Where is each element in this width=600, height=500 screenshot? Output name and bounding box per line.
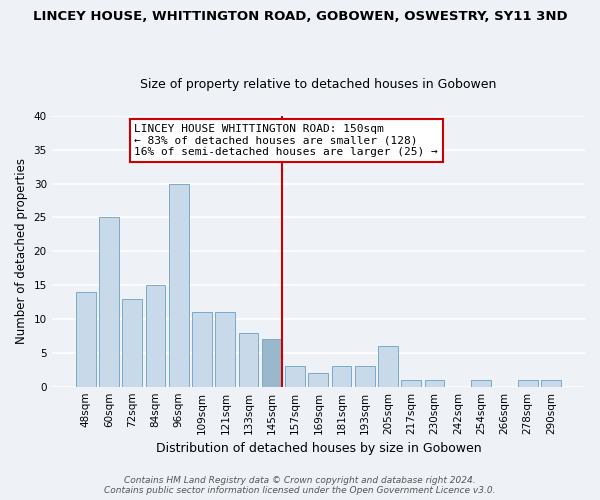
- Bar: [378, 346, 398, 387]
- Text: LINCEY HOUSE WHITTINGTON ROAD: 150sqm
← 83% of detached houses are smaller (128): LINCEY HOUSE WHITTINGTON ROAD: 150sqm ← …: [134, 124, 438, 157]
- Text: LINCEY HOUSE, WHITTINGTON ROAD, GOBOWEN, OSWESTRY, SY11 3ND: LINCEY HOUSE, WHITTINGTON ROAD, GOBOWEN,…: [32, 10, 568, 23]
- Bar: [541, 380, 561, 386]
- Bar: [99, 218, 119, 386]
- Bar: [76, 292, 95, 386]
- Title: Size of property relative to detached houses in Gobowen: Size of property relative to detached ho…: [140, 78, 497, 91]
- X-axis label: Distribution of detached houses by size in Gobowen: Distribution of detached houses by size …: [155, 442, 481, 455]
- Bar: [169, 184, 188, 386]
- Bar: [518, 380, 538, 386]
- Bar: [355, 366, 375, 386]
- Bar: [215, 312, 235, 386]
- Bar: [285, 366, 305, 386]
- Bar: [239, 332, 259, 386]
- Text: Contains HM Land Registry data © Crown copyright and database right 2024.
Contai: Contains HM Land Registry data © Crown c…: [104, 476, 496, 495]
- Bar: [122, 298, 142, 386]
- Bar: [401, 380, 421, 386]
- Bar: [192, 312, 212, 386]
- Bar: [262, 340, 282, 386]
- Bar: [425, 380, 445, 386]
- Bar: [146, 285, 166, 386]
- Bar: [471, 380, 491, 386]
- Y-axis label: Number of detached properties: Number of detached properties: [15, 158, 28, 344]
- Bar: [308, 373, 328, 386]
- Bar: [332, 366, 352, 386]
